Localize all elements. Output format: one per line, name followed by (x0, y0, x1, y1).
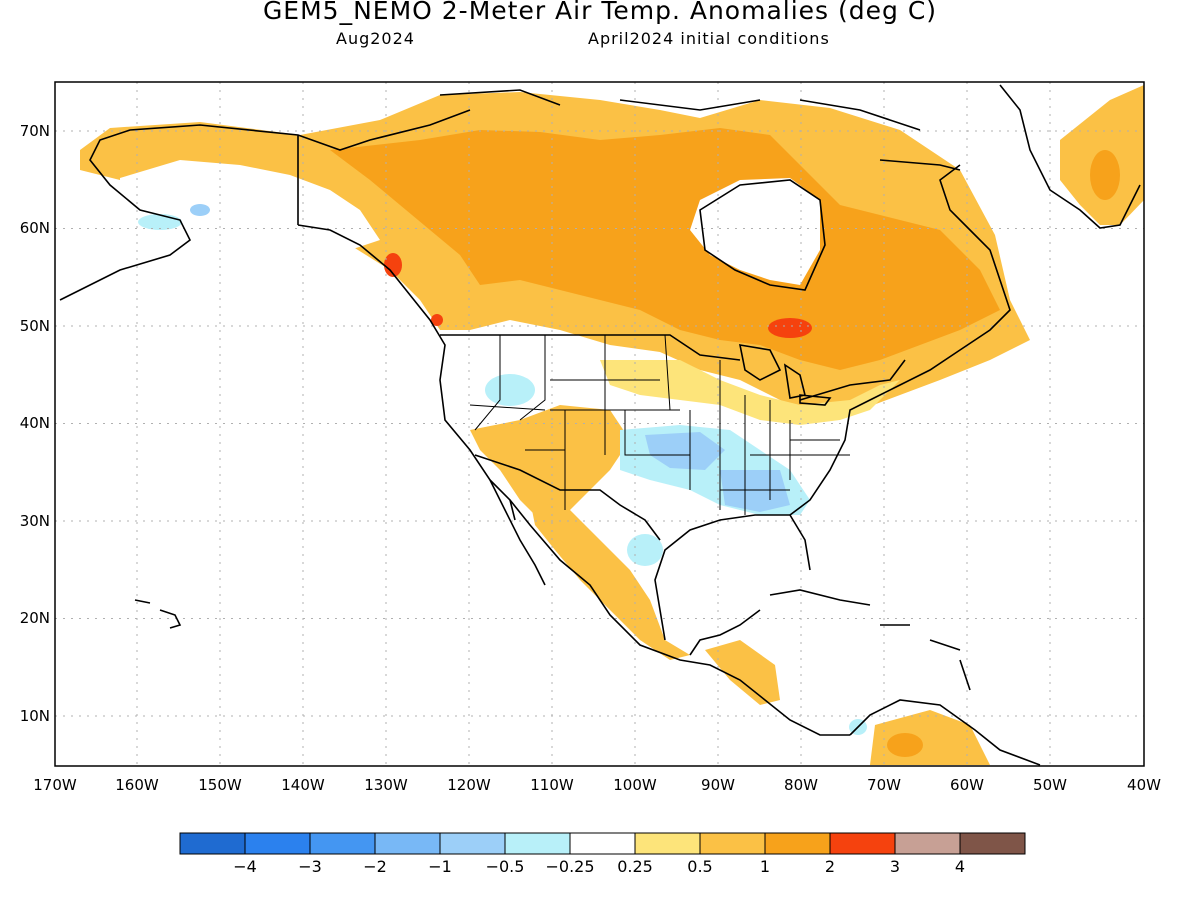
colorbar-label: −0.5 (486, 857, 525, 876)
colorbar-label: 3 (890, 857, 900, 876)
latitude-axis: 70N 60N 50N 40N 30N 20N 10N (20, 122, 50, 725)
lat-label: 30N (20, 512, 50, 530)
anomaly-region-greenland-strong (1090, 150, 1120, 200)
colorbar-swatch (959, 832, 1026, 855)
anomaly-cool-alaska (138, 214, 182, 230)
anomaly-field (80, 85, 1144, 765)
anomaly-region-canada-strong (330, 128, 1000, 370)
colorbar-swatch (309, 832, 376, 855)
lon-label: 140W (281, 776, 325, 794)
colorbar (179, 832, 1026, 855)
coastline-baja (489, 479, 546, 586)
lon-label: 40W (1127, 776, 1161, 794)
lat-label: 10N (20, 707, 50, 725)
lon-label: 70W (867, 776, 901, 794)
anomaly-region-south-america (870, 710, 990, 765)
colorbar-swatch (634, 832, 701, 855)
map-title: GEM5_NEMO 2-Meter Air Temp. Anomalies (d… (262, 0, 938, 25)
colorbar-labels: −4 −3 −2 −1 −0.5 −0.25 0.25 0.5 1 2 3 4 (233, 857, 965, 876)
colorbar-swatch (829, 832, 896, 855)
lat-label: 40N (20, 414, 50, 432)
anomaly-region-us-cool-strong (645, 432, 725, 470)
coastline-pacific (59, 109, 850, 736)
colorbar-label: 1 (760, 857, 770, 876)
anomaly-region-mexico (530, 500, 690, 660)
lon-label: 150W (198, 776, 242, 794)
lon-label: 50W (1033, 776, 1067, 794)
colorbar-label: −0.25 (545, 857, 594, 876)
lat-label: 20N (20, 609, 50, 627)
colorbar-label: −2 (363, 857, 387, 876)
anomaly-region-us-southwest (470, 405, 630, 520)
anomaly-hotspot-bc (384, 253, 402, 277)
coastline-gulf (654, 514, 811, 656)
colorbar-swatch (374, 832, 441, 855)
state-borders (469, 334, 850, 515)
lon-label: 60W (950, 776, 984, 794)
coastline-arctic-islands (439, 89, 961, 171)
caribbean-islands (769, 589, 971, 691)
graticule (55, 82, 1144, 766)
colorbar-label: −3 (298, 857, 322, 876)
anomaly-region-southeast-cool (720, 470, 790, 512)
border-us-mexico (474, 454, 661, 541)
lat-label: 60N (20, 219, 50, 237)
colorbar-label: 0.5 (687, 857, 712, 876)
anomaly-region-south-america-strong (887, 733, 923, 757)
coastline-greenland (999, 84, 1141, 229)
border-us-canada (440, 334, 906, 401)
anomaly-hotspot-quebec (768, 318, 812, 338)
anomaly-region-central-america (705, 640, 780, 705)
lon-label: 170W (33, 776, 77, 794)
colorbar-swatch (569, 832, 636, 855)
anomaly-region-texas-cool (627, 534, 663, 566)
coastlines (59, 84, 1141, 766)
colorbar-label: 0.25 (617, 857, 653, 876)
lon-label: 160W (115, 776, 159, 794)
colorbar-label: −1 (428, 857, 452, 876)
colorbar-swatch (894, 832, 961, 855)
anomaly-hotspot-pnw (431, 314, 443, 326)
anomaly-region-great-basin-cool (485, 374, 535, 406)
colorbar-swatch (699, 832, 766, 855)
coastline-south-america (849, 699, 1041, 766)
coastline-hudson-bay (699, 179, 826, 291)
map-frame (54, 81, 1145, 767)
colorbar-swatch (244, 832, 311, 855)
lat-label: 70N (20, 122, 50, 140)
longitude-axis: 170W 160W 150W 140W 130W 120W 110W 100W … (33, 776, 1161, 794)
lat-label: 50N (20, 317, 50, 335)
anomaly-cool-alaska-2 (190, 204, 210, 216)
hawaii-islands (134, 599, 182, 629)
initial-conditions-label: April2024 initial conditions (588, 29, 830, 48)
colorbar-swatch (439, 832, 506, 855)
lon-label: 130W (364, 776, 408, 794)
great-lakes (738, 344, 832, 406)
coastline-atlantic (789, 164, 1011, 516)
forecast-month: Aug2024 (336, 29, 415, 48)
anomaly-region-us-north (600, 360, 900, 425)
lon-label: 120W (447, 776, 491, 794)
colorbar-swatch (179, 832, 246, 855)
lon-label: 90W (701, 776, 735, 794)
colorbar-swatch (764, 832, 831, 855)
lon-label: 110W (530, 776, 574, 794)
colorbar-label: 2 (825, 857, 835, 876)
colorbar-swatch (504, 832, 571, 855)
lon-label: 80W (784, 776, 818, 794)
lon-label: 100W (613, 776, 657, 794)
hudson-bay-neutral (690, 178, 820, 285)
colorbar-label: −4 (233, 857, 257, 876)
colorbar-label: 4 (955, 857, 965, 876)
